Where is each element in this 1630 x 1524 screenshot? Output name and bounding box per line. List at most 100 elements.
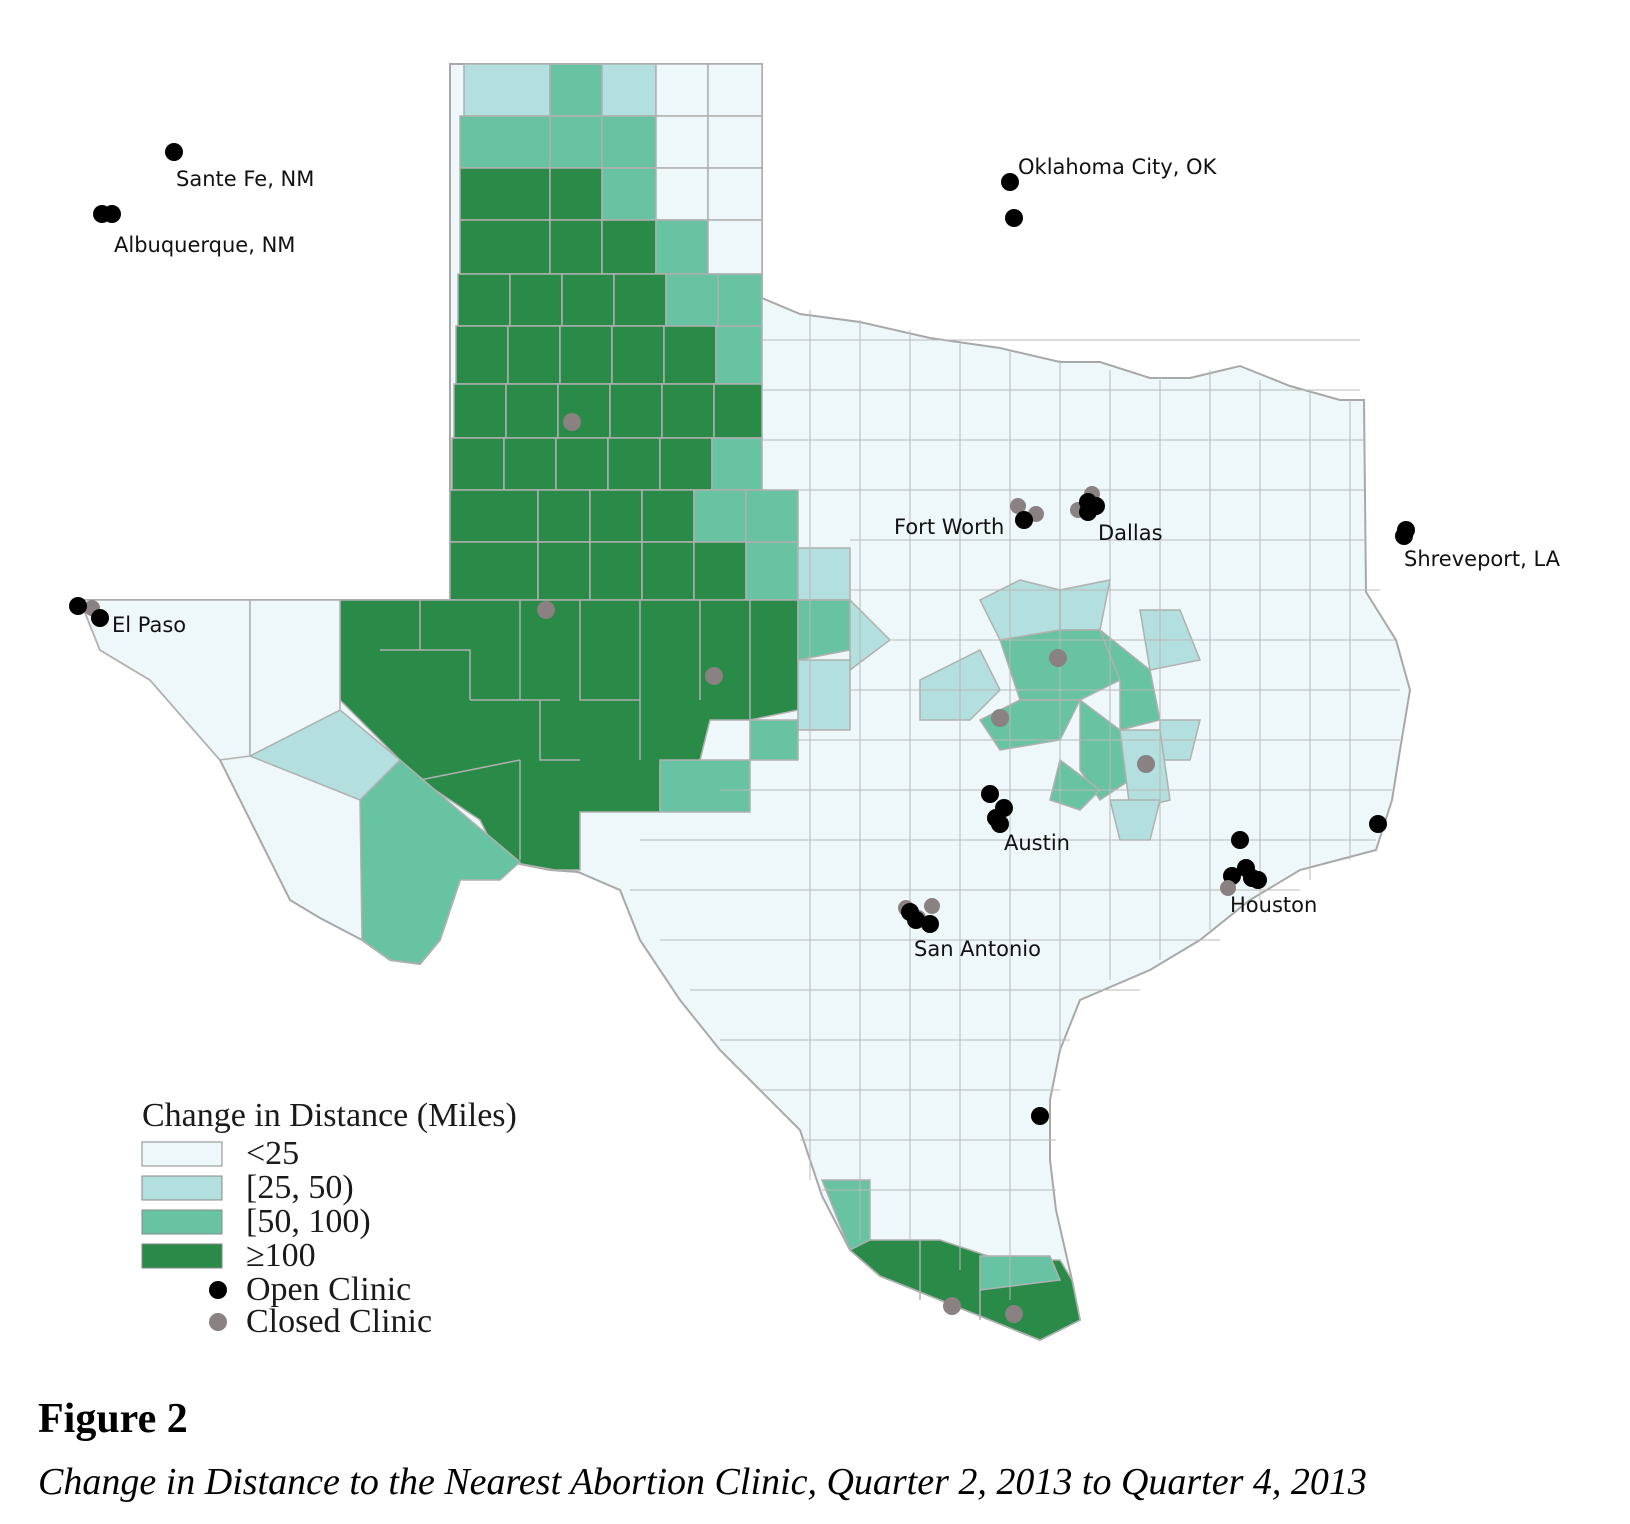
city-label-dallas: Dallas bbox=[1098, 521, 1163, 545]
county bbox=[459, 115, 551, 169]
city-label-santa-fe: Sante Fe, NM bbox=[176, 167, 314, 191]
county bbox=[503, 437, 557, 491]
open-clinic-marker bbox=[981, 785, 999, 803]
county bbox=[601, 115, 657, 169]
open-clinic-marker bbox=[1031, 1107, 1049, 1125]
open-clinic-marker bbox=[1231, 831, 1249, 849]
county bbox=[359, 758, 522, 965]
county bbox=[557, 383, 611, 439]
west-texas-counties bbox=[78, 598, 892, 965]
county bbox=[711, 437, 763, 491]
county bbox=[641, 489, 695, 543]
county bbox=[749, 719, 799, 761]
county bbox=[457, 273, 511, 327]
county bbox=[559, 325, 613, 385]
figure-number: Figure 2 bbox=[38, 1396, 188, 1442]
city-label-fort-worth: Fort Worth bbox=[894, 515, 1004, 539]
county bbox=[715, 325, 763, 385]
map-legend: Change in Distance (Miles) <25 [25, 50) … bbox=[141, 1097, 517, 1340]
county bbox=[659, 759, 751, 813]
city-label-albuquerque: Albuquerque, NM bbox=[114, 233, 295, 257]
city-label-oklahoma-city: Oklahoma City, OK bbox=[1018, 155, 1218, 179]
county bbox=[655, 167, 709, 221]
legend-title: Change in Distance (Miles) bbox=[142, 1097, 517, 1134]
county bbox=[453, 383, 507, 439]
county bbox=[1049, 758, 1102, 811]
county bbox=[601, 167, 657, 221]
county bbox=[661, 383, 715, 439]
closed-clinic-marker bbox=[1005, 1305, 1023, 1323]
county bbox=[611, 325, 665, 385]
city-label-san-antonio: San Antonio bbox=[914, 937, 1041, 961]
county bbox=[663, 325, 717, 385]
city-label-shreveport: Shreveport, LA bbox=[1404, 547, 1561, 571]
city-label-houston: Houston bbox=[1230, 893, 1317, 917]
county bbox=[507, 325, 561, 385]
county bbox=[745, 541, 799, 601]
county bbox=[707, 219, 763, 275]
open-clinic-marker bbox=[69, 597, 87, 615]
county bbox=[613, 273, 667, 327]
open-clinic-marker bbox=[1001, 173, 1019, 191]
legend-swatch-gte100 bbox=[141, 1243, 223, 1269]
open-clinic-marker bbox=[921, 915, 939, 933]
county bbox=[609, 383, 663, 439]
county bbox=[607, 437, 661, 491]
county bbox=[537, 541, 591, 601]
legend-swatch-25-50 bbox=[141, 1175, 223, 1201]
closed-clinic-marker bbox=[1220, 880, 1236, 896]
legend-open-clinic-marker bbox=[209, 1281, 227, 1299]
county bbox=[693, 489, 747, 543]
city-label-el-paso: El Paso bbox=[112, 613, 186, 637]
county bbox=[537, 489, 591, 543]
city-labels: Sante Fe, NM Albuquerque, NM Oklahoma Ci… bbox=[112, 155, 1561, 961]
county bbox=[717, 273, 763, 327]
county bbox=[451, 437, 505, 491]
county bbox=[707, 167, 763, 221]
clinic-markers bbox=[69, 143, 1415, 1323]
open-clinic-marker bbox=[991, 815, 1009, 833]
county bbox=[549, 115, 603, 169]
east-county-lines bbox=[630, 310, 1400, 1300]
legend-label-closed-clinic: Closed Clinic bbox=[246, 1303, 432, 1340]
city-label-austin: Austin bbox=[1004, 831, 1070, 855]
county bbox=[380, 600, 751, 860]
open-clinic-marker bbox=[907, 911, 925, 929]
county bbox=[665, 273, 719, 327]
closed-clinic-marker bbox=[943, 1297, 961, 1315]
county bbox=[505, 383, 559, 439]
county bbox=[1098, 627, 1161, 731]
county bbox=[707, 115, 763, 169]
county bbox=[655, 219, 709, 275]
closed-clinic-marker bbox=[537, 601, 555, 619]
county bbox=[601, 63, 657, 117]
county bbox=[641, 541, 695, 601]
county bbox=[449, 489, 539, 543]
county bbox=[797, 659, 851, 731]
county bbox=[713, 383, 763, 439]
open-clinic-marker bbox=[1369, 815, 1387, 833]
county bbox=[561, 273, 615, 327]
open-clinic-marker bbox=[1005, 209, 1023, 227]
legend-label-25-50: [25, 50) bbox=[246, 1169, 354, 1206]
county bbox=[589, 541, 643, 601]
open-clinic-marker bbox=[1079, 503, 1097, 521]
county bbox=[979, 1255, 1062, 1291]
open-clinic-marker bbox=[1249, 871, 1267, 889]
county bbox=[589, 489, 643, 543]
county bbox=[919, 1240, 981, 1320]
open-clinic-marker bbox=[165, 143, 183, 161]
county bbox=[459, 219, 551, 275]
closed-clinic-marker bbox=[991, 709, 1009, 727]
legend-swatch-50-100 bbox=[141, 1209, 223, 1235]
open-clinic-marker bbox=[91, 609, 109, 627]
closed-clinic-marker bbox=[563, 413, 581, 431]
county bbox=[601, 219, 657, 275]
legend-label-gte100: ≥100 bbox=[246, 1237, 316, 1274]
county bbox=[463, 63, 551, 117]
open-clinic-marker bbox=[1395, 527, 1413, 545]
county bbox=[555, 437, 609, 491]
closed-clinic-marker bbox=[1049, 649, 1067, 667]
county bbox=[659, 437, 713, 491]
figure-caption: Change in Distance to the Nearest Aborti… bbox=[38, 1461, 1367, 1503]
